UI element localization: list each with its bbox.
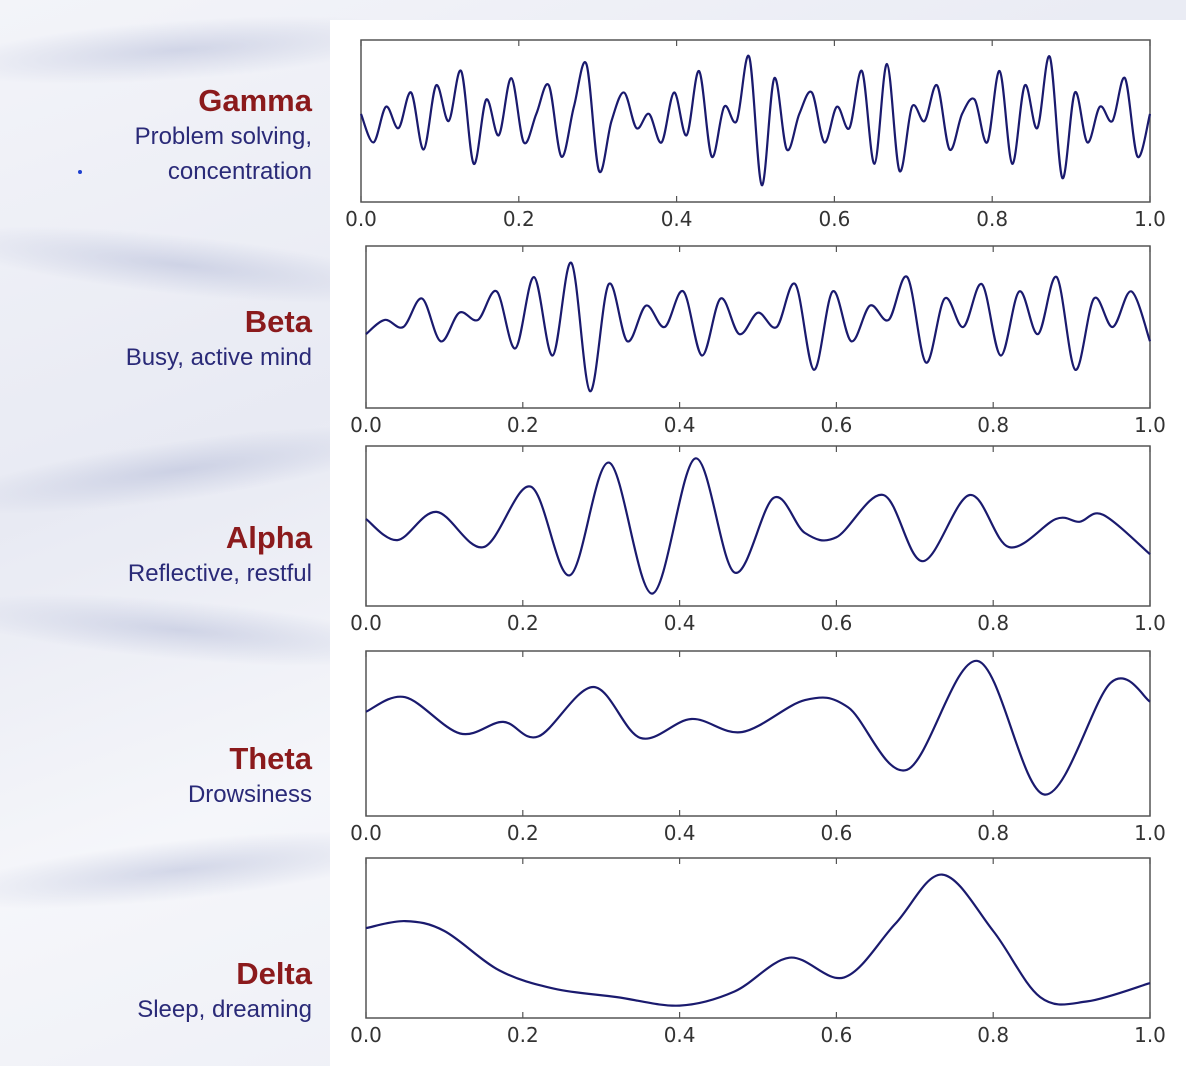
band-name: Theta	[229, 741, 312, 776]
x-tick-label: 0.8	[977, 413, 1009, 437]
series-line-alpha	[365, 457, 1151, 595]
series-line-beta	[365, 261, 1152, 393]
x-tick-label: 1.0	[1134, 207, 1166, 231]
band-description: Problem solving, concentration	[134, 123, 312, 185]
x-tick-label: 0.4	[661, 207, 693, 231]
x-tick-label: 0.8	[977, 1023, 1009, 1047]
x-tick-label: 0.2	[507, 611, 539, 635]
chart-delta: 0.0 0.2 0.4 0.6 0.8 1.0	[350, 857, 1166, 1047]
x-tick-label: 0.2	[503, 207, 535, 231]
x-tick-label: 0.6	[820, 1023, 852, 1047]
x-tick-label: 0.4	[664, 413, 696, 437]
x-tick-label: 0.0	[350, 611, 382, 635]
x-tick-label: 0.6	[820, 413, 852, 437]
band-description: Drowsiness	[187, 781, 312, 808]
label-beta: Beta Busy, active mind	[126, 304, 312, 375]
band-name: Gamma	[198, 83, 312, 118]
bullet-dot	[78, 170, 82, 174]
plot-frame	[365, 857, 1151, 1019]
band-name: Alpha	[225, 520, 312, 555]
x-tick-label: 1.0	[1134, 821, 1166, 845]
band-description: Busy, active mind	[125, 344, 312, 371]
x-tick-label: 0.2	[507, 1023, 539, 1047]
x-tick-label: 0.0	[350, 821, 382, 845]
x-tick-label: 1.0	[1134, 1023, 1166, 1047]
band-description: Reflective, restful	[127, 560, 312, 587]
series-line-gamma	[359, 54, 1152, 187]
band-name: Beta	[244, 304, 312, 339]
x-tick-label: 0.8	[977, 821, 1009, 845]
label-delta: Delta Sleep, dreaming	[137, 956, 312, 1027]
chart-theta: 0.0 0.2 0.4 0.6 0.8 1.0	[350, 650, 1166, 845]
band-name: Delta	[236, 956, 312, 991]
x-tick-label: 0.8	[976, 207, 1008, 231]
x-tick-label: 0.6	[820, 611, 852, 635]
chart-gamma: 0.0 0.2 0.4 0.6 0.8 1.0	[345, 39, 1166, 231]
chart-beta: 0.0 0.2 0.4 0.6 0.8 1.0	[350, 245, 1166, 437]
plot-frame	[365, 245, 1151, 409]
band-description: Sleep, dreaming	[137, 996, 312, 1023]
label-theta: Theta Drowsiness	[188, 741, 312, 812]
chart-alpha: 0.0 0.2 0.4 0.6 0.8 1.0	[350, 445, 1166, 635]
label-alpha: Alpha Reflective, restful	[128, 520, 312, 591]
x-tick-label: 0.0	[350, 1023, 382, 1047]
x-tick-label: 0.6	[820, 821, 852, 845]
plot-frame	[365, 650, 1151, 817]
plot-frame	[365, 445, 1151, 607]
series-line-delta	[365, 873, 1151, 1007]
x-tick-label: 0.4	[664, 611, 696, 635]
x-tick-label: 1.0	[1134, 413, 1166, 437]
x-tick-label: 0.0	[350, 413, 382, 437]
label-gamma: Gamma Problem solving, concentration	[52, 83, 312, 189]
x-tick-label: 0.4	[664, 1023, 696, 1047]
x-tick-label: 0.2	[507, 413, 539, 437]
x-tick-label: 0.4	[664, 821, 696, 845]
x-tick-label: 0.2	[507, 821, 539, 845]
x-tick-label: 1.0	[1134, 611, 1166, 635]
series-line-theta	[365, 659, 1151, 796]
x-tick-label: 0.6	[818, 207, 850, 231]
x-tick-label: 0.8	[977, 611, 1009, 635]
x-tick-label: 0.0	[345, 207, 377, 231]
